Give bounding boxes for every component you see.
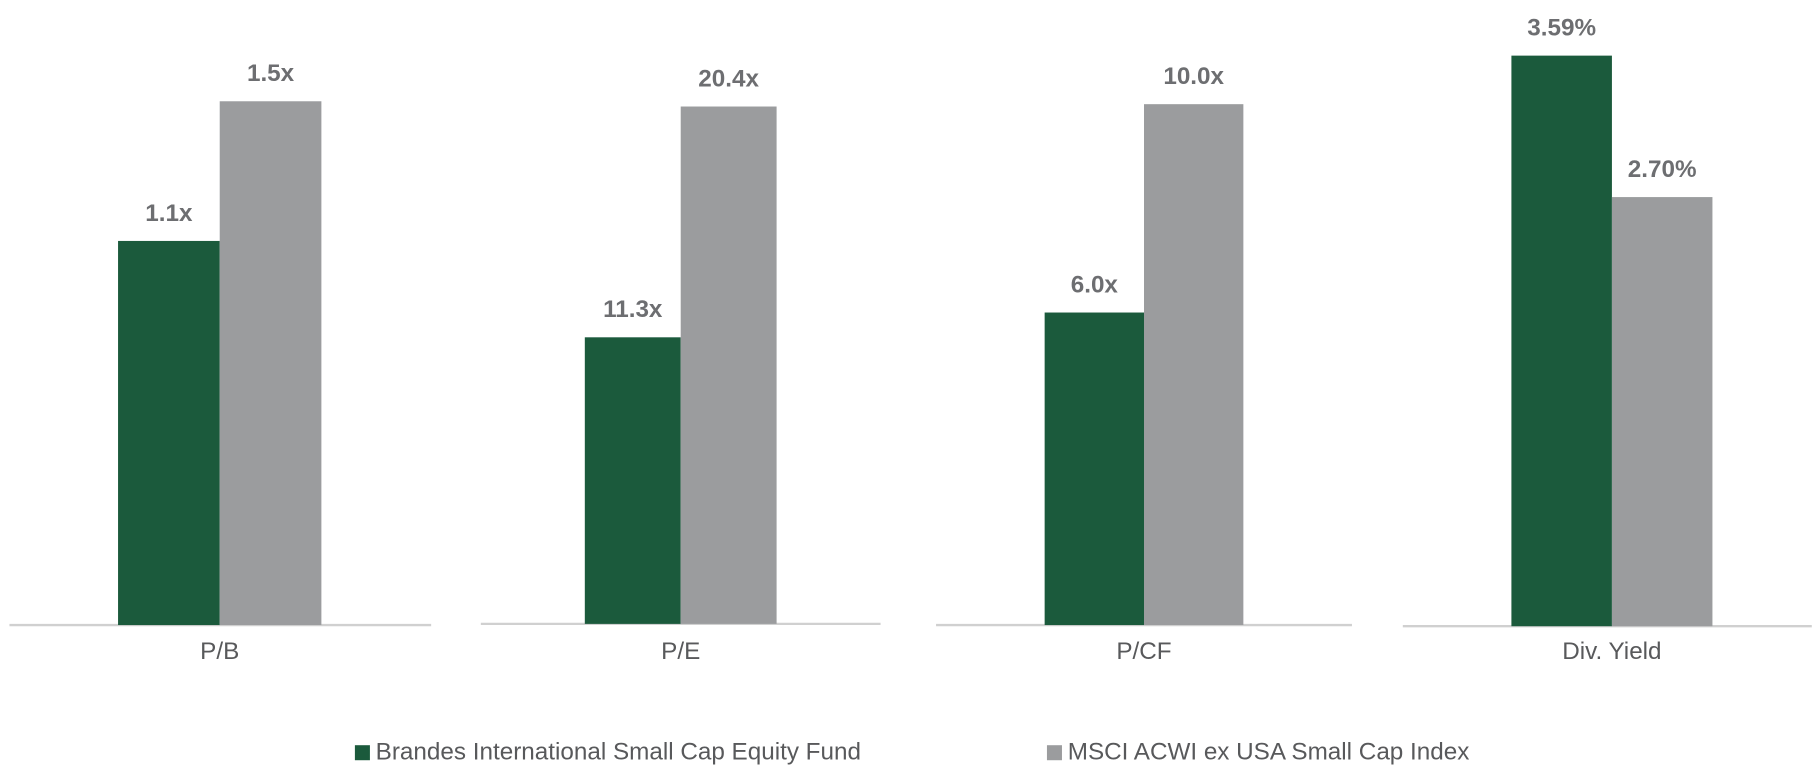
value-label: 6.0x xyxy=(1071,271,1119,298)
bar xyxy=(1511,55,1612,627)
value-label: 20.4x xyxy=(698,65,759,92)
bar xyxy=(1611,197,1713,627)
bar xyxy=(680,106,777,624)
x-tick-label: P/CF xyxy=(1116,638,1171,665)
value-label: 1.5x xyxy=(247,60,295,87)
value-label: 10.0x xyxy=(1163,63,1224,90)
x-tick-label: P/B xyxy=(200,638,239,665)
value-label: 2.70% xyxy=(1628,156,1697,183)
legend-swatch xyxy=(1046,745,1062,761)
bar xyxy=(1044,312,1145,626)
legend-swatch xyxy=(354,745,370,761)
bar xyxy=(584,337,681,624)
legend-label: Brandes International Small Cap Equity F… xyxy=(376,739,861,766)
x-tick-label: P/E xyxy=(661,638,700,665)
bar xyxy=(118,240,220,626)
value-label: 11.3x xyxy=(603,296,663,323)
x-tick-label: Div. Yield xyxy=(1562,638,1661,665)
legend-label: MSCI ACWI ex USA Small Cap Index xyxy=(1068,739,1470,766)
bar xyxy=(1144,104,1244,626)
bar xyxy=(219,101,322,626)
value-label: 1.1x xyxy=(145,200,193,227)
value-label: 3.59% xyxy=(1527,14,1596,41)
